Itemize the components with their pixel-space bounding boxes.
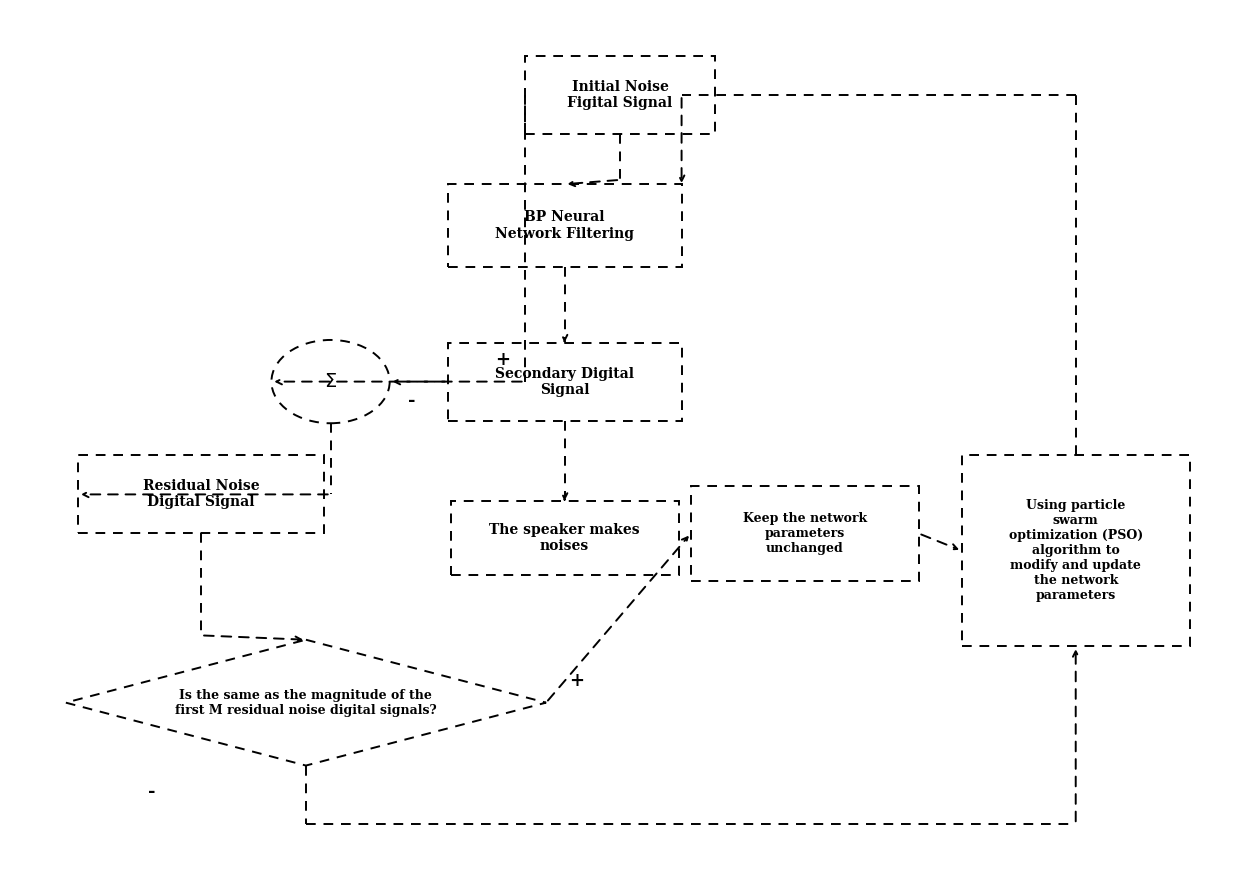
Polygon shape	[66, 639, 546, 766]
FancyBboxPatch shape	[962, 456, 1189, 646]
Text: -: -	[408, 392, 415, 410]
Text: +: +	[569, 672, 584, 690]
Text: Using particle
swarm
optimization (PSO)
algorithm to
modify and update
the netwo: Using particle swarm optimization (PSO) …	[1008, 499, 1143, 603]
FancyBboxPatch shape	[525, 56, 715, 134]
Text: Keep the network
parameters
unchanged: Keep the network parameters unchanged	[743, 512, 867, 555]
FancyBboxPatch shape	[78, 456, 325, 533]
Text: Initial Noise
Figital Signal: Initial Noise Figital Signal	[568, 81, 672, 110]
FancyBboxPatch shape	[448, 343, 682, 420]
Text: Is the same as the magnitude of the
first M residual noise digital signals?: Is the same as the magnitude of the firs…	[175, 689, 436, 717]
FancyBboxPatch shape	[448, 184, 682, 266]
FancyBboxPatch shape	[691, 485, 919, 581]
Text: Secondary Digital
Signal: Secondary Digital Signal	[495, 366, 634, 397]
Text: Residual Noise
Digital Signal: Residual Noise Digital Signal	[143, 479, 259, 510]
Text: The speaker makes
noises: The speaker makes noises	[490, 523, 640, 553]
Text: +: +	[495, 351, 510, 369]
FancyBboxPatch shape	[450, 501, 678, 575]
Circle shape	[272, 340, 389, 423]
Text: BP Neural
Network Filtering: BP Neural Network Filtering	[495, 210, 634, 241]
Text: $\Sigma$: $\Sigma$	[324, 372, 337, 391]
Text: -: -	[149, 782, 156, 801]
